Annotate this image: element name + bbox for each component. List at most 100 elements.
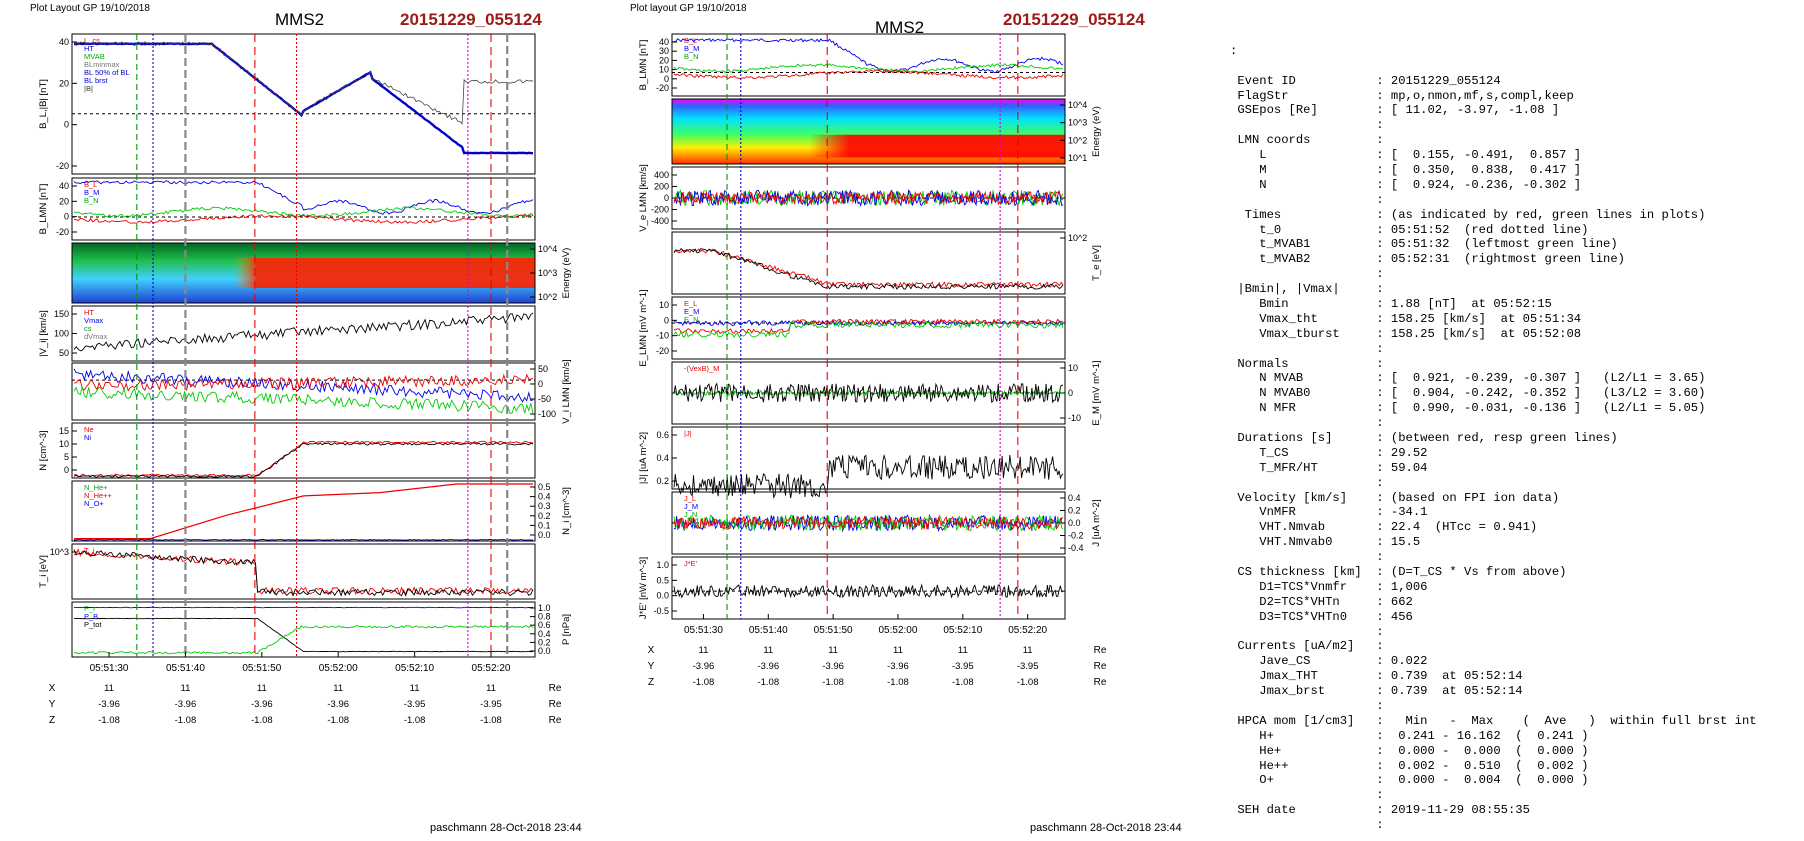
info-colon: : xyxy=(1376,609,1391,624)
mid-panel-2: 10^4 10^3 10^2 10^1 Energy (eV) xyxy=(671,98,1102,165)
info-colon: : xyxy=(1376,73,1391,88)
info-value: 2019-11-29 08:55:35 xyxy=(1390,803,1530,818)
info-colon: : xyxy=(1376,654,1391,669)
y-tick-label-right: 10^2 xyxy=(1068,135,1087,145)
data-trace xyxy=(74,42,534,155)
position-x-label: X xyxy=(648,645,655,656)
y-tick-label-right: 0.8 xyxy=(538,612,551,622)
data-trace xyxy=(73,386,534,414)
info-row: N : [ 0.924, -0.236, -0.302 ] xyxy=(1230,178,1757,193)
data-trace xyxy=(673,583,1064,599)
info-colon: : xyxy=(1376,639,1391,654)
legend-entry: Ni xyxy=(84,433,91,442)
info-row: Event ID : 20151229_055124 xyxy=(1230,74,1757,89)
position-y-value: -3.96 xyxy=(693,661,715,672)
y-axis-label: T_i [eV] xyxy=(38,555,49,588)
y-axis-label: E_LMN [mV m^-1] xyxy=(638,289,649,366)
y-tick-label-right: 10^4 xyxy=(1068,100,1087,110)
info-key: H+ xyxy=(1230,728,1377,743)
info-value: 0.739 at 05:52:14 xyxy=(1390,669,1523,684)
info-colon: : xyxy=(1376,133,1391,148)
info-value: 0.000 - 0.004 ( 0.000 ) xyxy=(1390,773,1589,788)
info-key xyxy=(1230,118,1376,132)
position-unit: Re xyxy=(549,683,562,694)
legend-entry: |J| xyxy=(684,429,692,438)
info-key: VHT.Nmvab xyxy=(1230,520,1377,535)
y-axis-label: |J| [uA m^-2] xyxy=(638,432,649,484)
y-tick-label-right: 10^3 xyxy=(1068,118,1087,128)
position-x-value: 11 xyxy=(958,645,968,656)
left-title: MMS2 xyxy=(275,10,325,29)
info-colon: : xyxy=(1376,177,1391,192)
y-tick-label-right: 0.0 xyxy=(538,530,551,540)
time-tick-label: 05:52:20 xyxy=(472,663,511,674)
info-value: [ 11.02, -3.97, -1.08 ] xyxy=(1390,103,1560,118)
position-y-value: -3.96 xyxy=(757,661,779,672)
info-colon: : xyxy=(1376,237,1391,252)
info-row: O+ : 0.000 - 0.004 ( 0.000 ) xyxy=(1230,773,1757,788)
legend-entry: B_N xyxy=(84,196,99,205)
position-y-value: -3.96 xyxy=(887,661,909,672)
info-value: 0.002 - 0.510 ( 0.002 ) xyxy=(1390,758,1589,773)
info-colon: : xyxy=(1376,728,1391,743)
info-value: [ 0.904, -0.242, -0.352 ] (L3/L2 = 3.60) xyxy=(1390,386,1706,401)
info-row: M : [ 0.350, 0.838, 0.417 ] xyxy=(1230,163,1757,178)
data-trace xyxy=(673,69,1064,80)
info-colon: : xyxy=(1376,475,1391,490)
legend-entry: E_M xyxy=(684,307,699,316)
y-axis-label: N [cm^-3] xyxy=(38,430,49,470)
info-row: : xyxy=(1230,193,1757,208)
panel-frame xyxy=(671,296,1066,360)
info-value: [ 0.921, -0.239, -0.307 ] (L2/L1 = 3.65) xyxy=(1390,371,1706,386)
y-tick-label-right: 10^2 xyxy=(1068,233,1087,243)
panel-frame xyxy=(71,543,536,600)
data-trace xyxy=(673,248,1064,291)
info-row: : xyxy=(1230,788,1757,803)
info-row: : xyxy=(1230,625,1757,640)
info-value: 0.739 at 05:52:14 xyxy=(1390,684,1523,699)
y-tick-label: 0 xyxy=(664,74,669,84)
info-value: 158.25 [km/s] at 05:52:08 xyxy=(1390,326,1582,341)
y-tick-label-right: 0.6 xyxy=(538,620,551,630)
info-key: Durations [s] xyxy=(1230,430,1377,445)
info-row: VHT.Nmvab : 22.4 (HTcc = 0.941) xyxy=(1230,520,1757,535)
legend-entry: |B| xyxy=(84,84,93,93)
info-key xyxy=(1230,788,1376,802)
position-unit: Re xyxy=(549,715,562,726)
position-x-value: 11 xyxy=(257,683,267,694)
data-trace xyxy=(73,180,534,215)
info-colon: : xyxy=(1376,222,1391,237)
mid-panel-7: 0.6 0.4 0.2 |J| [uA m^-2] |J| xyxy=(638,426,1066,500)
info-key: Vmax_tburst xyxy=(1230,326,1377,341)
info-key xyxy=(1230,476,1376,490)
info-colon: : xyxy=(1376,162,1391,177)
legend-entry: Vmax xyxy=(84,316,103,325)
y-tick-label-right: -0.4 xyxy=(1068,543,1084,553)
info-colon: : xyxy=(1376,550,1391,565)
left-event-id: 20151229_055124 xyxy=(400,10,542,29)
position-z-value: -1.08 xyxy=(175,715,197,726)
info-key xyxy=(1230,342,1376,356)
position-y-value: -3.95 xyxy=(480,699,502,710)
position-y-value: -3.95 xyxy=(404,699,426,710)
y-tick-label: 50 xyxy=(59,348,69,358)
info-colon: : xyxy=(1376,624,1391,639)
panel-frame xyxy=(71,305,536,362)
info-colon: : xyxy=(1376,401,1391,416)
data-trace xyxy=(73,41,534,125)
y-tick-label: -400 xyxy=(651,216,669,226)
info-colon: : xyxy=(1376,311,1391,326)
spectrogram-hot-band xyxy=(672,134,1065,158)
info-value: 22.4 (HTcc = 0.941) xyxy=(1390,520,1538,535)
time-tick-label: 05:52:10 xyxy=(395,663,434,674)
middle-header: Plot layout GP 19/10/2018 xyxy=(630,3,747,14)
info-row: Times : (as indicated by red, green line… xyxy=(1230,208,1757,223)
y-tick-label: -0.5 xyxy=(653,606,669,616)
data-trace xyxy=(73,617,534,653)
legend-entry: B_M xyxy=(684,44,699,53)
y-tick-label: 1.0 xyxy=(656,560,669,570)
time-tick-label: 05:51:30 xyxy=(684,625,723,636)
